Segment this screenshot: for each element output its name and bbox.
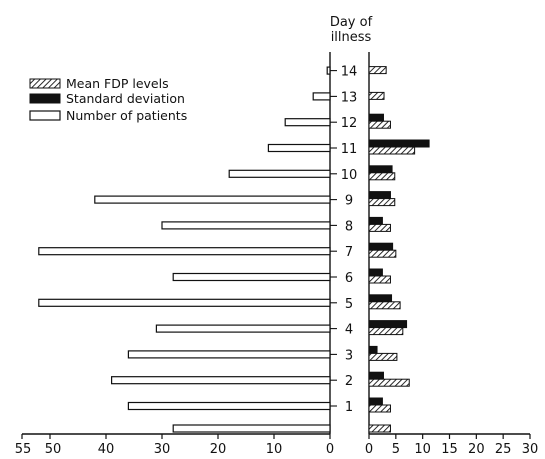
- right-x-tick-label: 5: [392, 442, 400, 457]
- right-x-tick-label: 20: [468, 442, 485, 457]
- chart-marks: 55 50 40 30 20 10 0 0 5 10 15 20 25 30123456789101112…: [15, 52, 539, 457]
- left-x-tick-label: 10: [266, 442, 283, 457]
- day-label: 10: [341, 168, 358, 183]
- sd-bar: [368, 371, 384, 380]
- mean-fdp-bar: [368, 424, 391, 433]
- mean-fdp-bar: [368, 378, 410, 387]
- patients-bar: [267, 143, 331, 153]
- legend-swatch-mean-fdp: [29, 78, 61, 89]
- day-label: 3: [345, 348, 353, 363]
- right-x-tick-label: 30: [522, 442, 539, 457]
- sd-bar: [368, 320, 408, 329]
- right-x-tick-label: 25: [495, 442, 512, 457]
- patients-bar: [38, 298, 331, 307]
- legend-swatch-number-of-patients: [29, 110, 61, 121]
- patients-bar: [172, 424, 331, 433]
- mean-fdp-bar: [368, 327, 404, 336]
- mean-fdp-bar: [368, 404, 391, 413]
- legend-label-mean-fdp: Mean FDP levels: [66, 76, 169, 91]
- right-x-tick-label: 15: [441, 442, 458, 457]
- left-x-tick-label: 50: [45, 442, 62, 457]
- patients-bar: [127, 350, 331, 359]
- mean-fdp-bar: [368, 172, 396, 181]
- patients-bar: [228, 169, 331, 178]
- sd-bar: [368, 113, 384, 122]
- right-x-tick-label: 10: [414, 442, 431, 457]
- patients-bar: [155, 324, 331, 333]
- patients-bar: [110, 376, 331, 385]
- day-label: 7: [345, 245, 353, 260]
- sd-bar: [368, 216, 383, 225]
- mean-fdp-bar: [368, 275, 391, 284]
- mean-fdp-bar: [368, 223, 391, 232]
- left-x-tick-label: 40: [98, 442, 115, 457]
- patients-bar: [161, 221, 331, 230]
- mean-fdp-bar: [368, 352, 398, 361]
- day-label: 5: [345, 297, 353, 312]
- right-x-tick-label: 0: [365, 442, 373, 457]
- day-label: 11: [341, 142, 358, 157]
- legend-label-standard-deviation: Standard deviation: [66, 91, 185, 106]
- patients-bar: [284, 118, 331, 127]
- day-label: 14: [341, 65, 358, 80]
- patients-bar: [127, 401, 331, 411]
- mean-fdp-bar: [368, 198, 396, 207]
- patients-bar: [326, 66, 331, 75]
- sd-bar: [368, 397, 383, 406]
- mean-fdp-bar: [368, 249, 397, 258]
- sd-bar: [368, 345, 378, 354]
- mean-fdp-bar: [368, 146, 416, 155]
- left-x-tick-label: 30: [154, 442, 171, 457]
- sd-bar: [368, 294, 393, 303]
- legend-label-number-of-patients: Number of patients: [66, 108, 187, 123]
- day-label: 1: [345, 400, 353, 415]
- sd-bar: [368, 242, 394, 251]
- category-axis-title-line2: illness: [331, 30, 372, 45]
- left-x-tick-label: 20: [210, 442, 227, 457]
- patients-bar: [172, 272, 331, 282]
- legend: Mean FDP levels Standard deviation Numbe…: [29, 76, 187, 123]
- patients-bar: [312, 92, 331, 101]
- sd-bar: [368, 165, 393, 174]
- legend-swatch-standard-deviation: [29, 93, 61, 104]
- sd-bar: [368, 268, 383, 277]
- day-label: 8: [345, 219, 353, 234]
- mean-fdp-bar: [368, 301, 401, 310]
- mean-fdp-bar: [368, 66, 387, 75]
- day-label: 6: [345, 271, 353, 286]
- mean-fdp-bar: [368, 91, 385, 100]
- patients-bar: [94, 195, 331, 204]
- sd-bar: [368, 191, 391, 200]
- left-x-tick-label: 0: [326, 442, 334, 457]
- patients-bar: [38, 247, 331, 256]
- category-axis-title-line1: Day of: [330, 15, 373, 30]
- day-label: 2: [345, 374, 353, 389]
- day-label: 13: [341, 90, 358, 105]
- mean-fdp-bar: [368, 120, 391, 129]
- day-label: 12: [341, 116, 358, 131]
- day-label: 4: [345, 323, 353, 338]
- sd-bar: [368, 139, 430, 148]
- day-label: 9: [345, 194, 353, 209]
- left-x-tick-label: 55: [15, 442, 32, 457]
